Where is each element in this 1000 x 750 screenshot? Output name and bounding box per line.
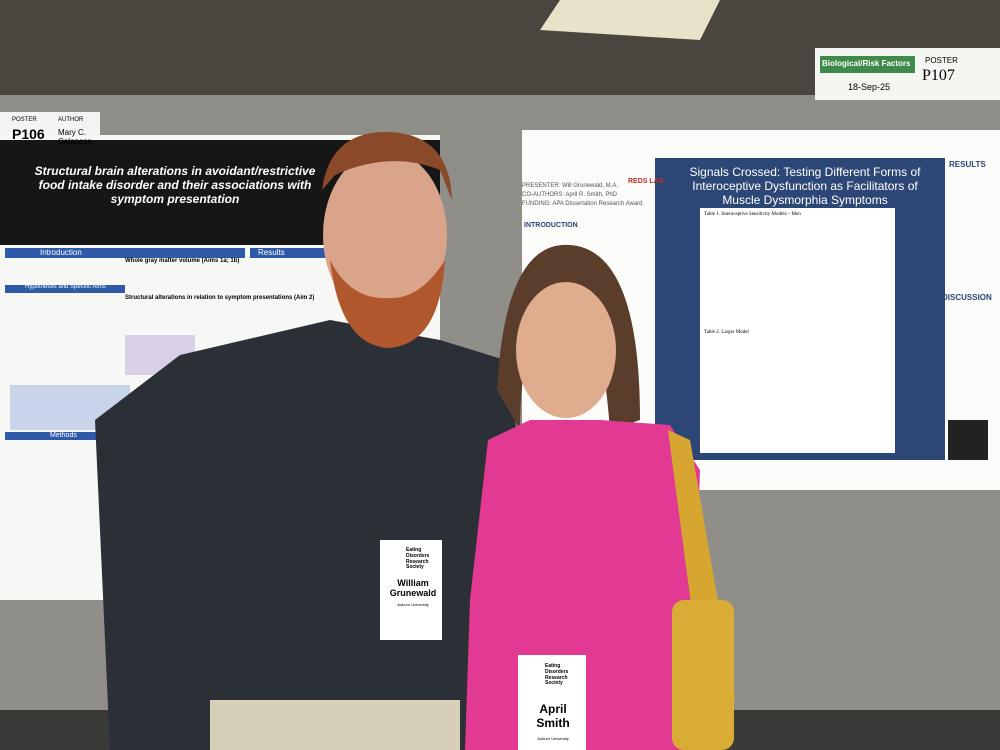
badge-org: Eating Disorders Research Society [545,663,569,687]
section-heading: Results [258,248,285,257]
lab-logo: REDS LAB [628,178,664,185]
section-bar [5,432,125,440]
badge [518,655,586,750]
section-bar [5,248,245,258]
badge-org: Eating Disorders Research Society [406,547,430,571]
sign-number: P106 [12,126,45,142]
sign-date: 18-Sep-25 [848,82,891,92]
table-title: Table 2. Larger Model [704,330,749,335]
woman-face [516,282,616,418]
poster-title: Signals Crossed: Testing Different Forms… [689,165,921,207]
sign-number: P107 [922,67,955,84]
section-heading: Structural alterations in relation to sy… [125,295,315,301]
sign-author-label: AUTHOR [58,117,84,123]
woman-hair [497,244,640,430]
section-heading: Introduction [40,248,82,257]
badge-name: William Grunewald [389,578,437,599]
qr-code [948,420,988,460]
section-heading: DISCUSSION [942,293,992,302]
bag [672,600,734,750]
skylight [540,0,720,40]
badge-affiliation: Auburn University [537,736,569,741]
sign-label: POSTER [12,117,37,123]
category-bar [820,56,915,73]
poster-sign-right [815,48,1000,100]
section-heading: INTRODUCTION [524,222,578,229]
sign-label: POSTER [925,56,958,65]
man-hair [322,131,452,200]
badge-affiliation: Auburn University [397,602,429,607]
section-bar [5,285,125,293]
poster-title: Structural brain alterations in avoidant… [34,164,316,206]
section-heading: RESULTS [949,160,986,169]
coauthors: CO-AUTHORS: April R. Smith, PhD [522,192,618,198]
sign-category: Biological/Risk Factors [822,59,911,68]
man-beard [330,260,445,348]
section-heading: Hypotheses and Specific Aims [25,284,106,290]
man-face [323,150,447,320]
table-title: Table 1. Interoceptive Sensitivity Model… [704,212,801,217]
man-shirt [95,320,520,750]
man-pants [210,700,460,750]
results-table [700,208,895,453]
funding: FUNDING: APA Dissertation Research Award [522,201,643,207]
presenter: PRESENTER: Will Grunewald, M.A. [522,183,619,189]
badge-name: April Smith [536,702,570,730]
section-heading: Methods [50,432,77,439]
section-heading: Whole gray matter volume (Aims 1a; 1b) [125,258,240,264]
badge [380,540,442,640]
sign-author: Mary C. Calanese [58,128,92,147]
